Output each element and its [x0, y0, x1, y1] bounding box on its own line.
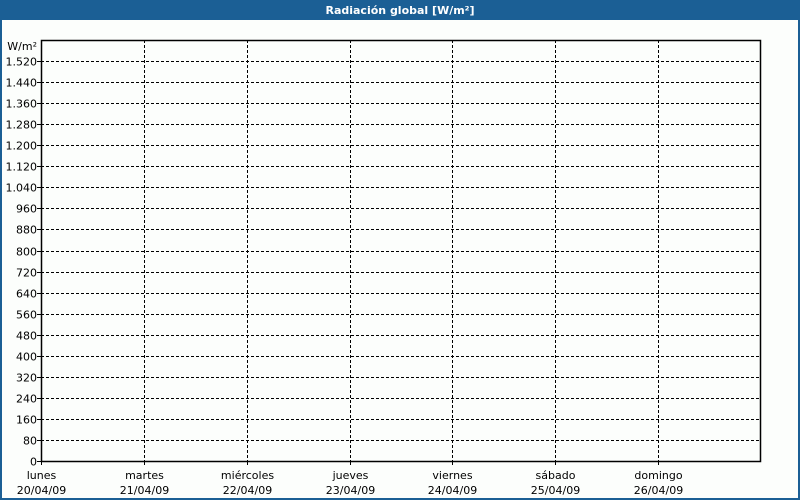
chart-title: Radiación global [W/m²] — [0, 0, 800, 20]
y-tick-label: 1.360 — [6, 98, 38, 111]
y-tick-label: 480 — [16, 330, 37, 343]
x-tick-date: 23/04/09 — [326, 484, 375, 497]
y-tick-label: 960 — [16, 203, 37, 216]
y-tick-label: 400 — [16, 351, 37, 364]
x-tick-day: viernes — [432, 469, 472, 482]
y-tick-label: 240 — [16, 393, 37, 406]
y-tick-label: 880 — [16, 224, 37, 237]
y-tick-label: 640 — [16, 288, 37, 301]
y-tick-label: 320 — [16, 372, 37, 385]
y-tick-label: 0 — [30, 456, 37, 469]
y-tick-label: 1.440 — [6, 77, 38, 90]
x-tick-date: 21/04/09 — [120, 484, 169, 497]
x-tick-day: domingo — [634, 469, 682, 482]
x-tick-date: 25/04/09 — [531, 484, 580, 497]
x-tick-date: 26/04/09 — [634, 484, 683, 497]
x-tick-date: 22/04/09 — [223, 484, 272, 497]
y-tick-label: 720 — [16, 267, 37, 280]
y-tick-label: 1.280 — [6, 119, 38, 132]
y-tick-label: 800 — [16, 246, 37, 259]
y-tick-label: 1.040 — [6, 182, 38, 195]
y-tick-label: 80 — [23, 435, 37, 448]
x-tick-date: 20/04/09 — [17, 484, 66, 497]
x-tick-day: martes — [125, 469, 164, 482]
y-tick-label: 1.120 — [6, 161, 38, 174]
x-tick-day: lunes — [27, 469, 57, 482]
x-tick-day: jueves — [332, 469, 369, 482]
y-axis-unit: W/m² — [7, 40, 37, 53]
x-tick-date: 24/04/09 — [428, 484, 477, 497]
x-tick-day: miércoles — [221, 469, 274, 482]
y-tick-label: 160 — [16, 414, 37, 427]
y-tick-label: 560 — [16, 309, 37, 322]
y-tick-label: 1.200 — [6, 140, 38, 153]
x-tick-day: sábado — [536, 469, 576, 482]
y-tick-label: 1.520 — [6, 56, 38, 69]
plot-area — [40, 39, 762, 463]
